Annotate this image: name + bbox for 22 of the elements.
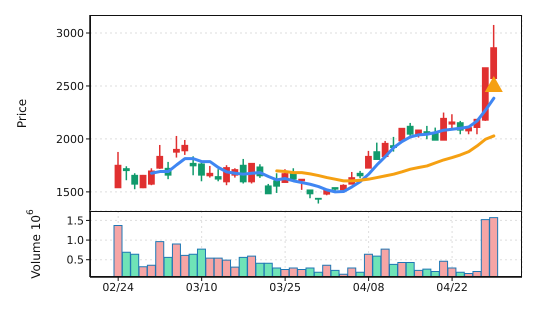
x-tick-label: 04/22	[436, 280, 468, 294]
candlestick	[122, 165, 130, 181]
candlestick	[406, 122, 414, 138]
x-tick-label: 03/25	[269, 280, 301, 294]
y-tick-label: 2500	[56, 80, 84, 93]
candlestick	[365, 150, 372, 170]
y-axis-title: Price	[15, 98, 29, 128]
x-tick-label: 04/08	[352, 280, 384, 294]
candlestick	[131, 172, 138, 190]
y-tick-label: 1.5	[66, 214, 84, 228]
candlestick	[156, 144, 164, 170]
candlestick	[214, 168, 222, 182]
y-tick-label: 3000	[56, 26, 84, 40]
y-tick-label: 2000	[56, 132, 84, 146]
y-tick-label: 0.5	[66, 254, 84, 267]
x-tick-label: 02/24	[102, 280, 134, 294]
y-tick-label: 1500	[56, 186, 84, 199]
y-tick-label: 1.0	[66, 234, 84, 247]
candlestick	[373, 142, 380, 160]
candlestick	[206, 165, 214, 178]
x-tick-label: 03/10	[186, 280, 218, 294]
candlestick	[114, 151, 122, 189]
